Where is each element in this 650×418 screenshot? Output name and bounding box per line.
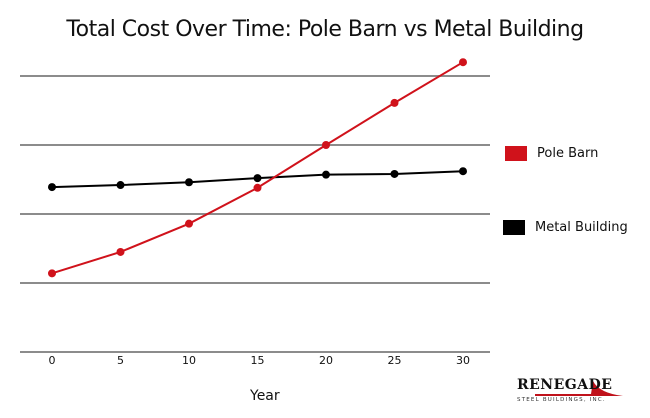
x-axis-label: Year: [250, 388, 280, 404]
legend-label: Metal Building: [535, 220, 628, 235]
logo-tagline: STEEL BUILDINGS, INC.: [517, 397, 606, 403]
x-tick-label: 5: [117, 354, 124, 367]
data-point: [48, 183, 56, 192]
data-point: [390, 98, 399, 107]
data-point: [459, 167, 467, 176]
data-point: [322, 141, 330, 149]
legend-item-metal-building: Metal Building: [503, 220, 628, 235]
x-tick-label: 15: [251, 354, 265, 367]
data-point: [390, 169, 399, 178]
logo-swoosh-icon: [535, 381, 623, 396]
x-tick-label: 10: [182, 354, 196, 367]
data-point: [253, 183, 262, 192]
x-tick-label: 0: [49, 354, 56, 367]
data-point: [48, 269, 56, 278]
data-point: [322, 170, 330, 179]
data-point: [185, 178, 193, 187]
legend-item-pole-barn: Pole Barn: [505, 146, 598, 161]
renegade-logo: RENEGADE STEEL BUILDINGS, INC.: [515, 377, 625, 409]
data-point: [459, 58, 467, 67]
legend-swatch-pole-barn: [505, 146, 527, 161]
legend-swatch-metal-building: [503, 220, 525, 235]
data-point: [116, 247, 125, 256]
data-point: [116, 181, 125, 190]
chart-title: Total Cost Over Time: Pole Barn vs Metal…: [66, 17, 584, 42]
x-tick-label: 25: [388, 354, 402, 367]
legend-label: Pole Barn: [537, 146, 599, 161]
logo-name: RENEGADE: [517, 377, 613, 393]
x-tick-label: 30: [456, 354, 470, 367]
data-point: [253, 174, 262, 183]
data-point: [185, 219, 193, 228]
x-tick-label: 20: [319, 354, 333, 367]
series-line: [51, 61, 464, 275]
